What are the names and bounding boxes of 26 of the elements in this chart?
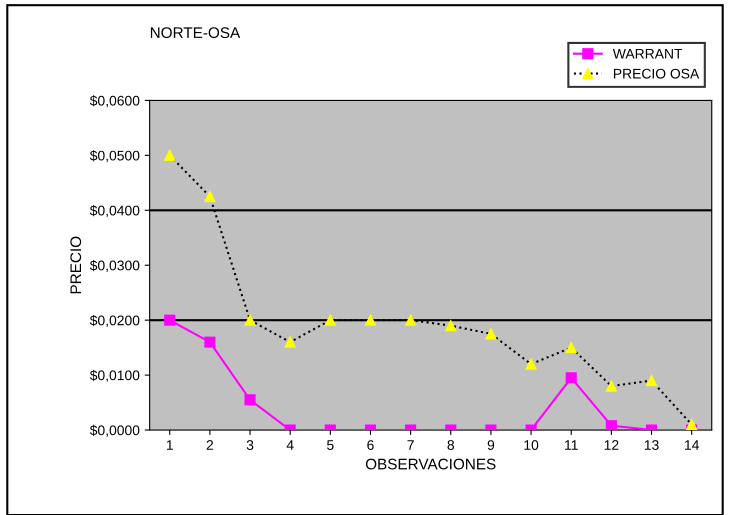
chart-title: NORTE-OSA bbox=[150, 27, 240, 38]
x-tick-label: 11 bbox=[565, 440, 578, 450]
legend-label: WARRANT bbox=[612, 49, 682, 59]
x-tick-label: 5 bbox=[327, 440, 334, 450]
x-tick-label: 3 bbox=[246, 440, 254, 450]
x-tick-label: 1 bbox=[166, 440, 173, 450]
x-tick-label: 14 bbox=[685, 440, 699, 450]
x-tick-label: 9 bbox=[488, 440, 494, 450]
x-tick-label: 10 bbox=[524, 440, 538, 450]
y-tick-label: $0,0400 bbox=[90, 205, 140, 218]
y-tick-label: $0,0500 bbox=[90, 150, 140, 162]
x-tick-label: 8 bbox=[448, 440, 454, 450]
x-tick-label: 7 bbox=[407, 440, 414, 450]
x-tick-label: 12 bbox=[604, 440, 618, 450]
y-tick-label: $0,0300 bbox=[90, 260, 140, 272]
x-tick-label: 6 bbox=[367, 440, 374, 450]
y-tick-label: $0,0600 bbox=[90, 95, 140, 108]
x-axis-title: OBSERVACIONES bbox=[366, 458, 496, 470]
y-tick-label: $0,0200 bbox=[90, 314, 140, 327]
x-tick-label: 13 bbox=[644, 440, 659, 450]
x-tick-label: 2 bbox=[206, 440, 214, 450]
y-axis-title: PRECIO bbox=[70, 236, 82, 294]
y-tick-label: $0,0000 bbox=[90, 424, 140, 437]
y-tick-label: $0,0100 bbox=[90, 370, 140, 382]
x-tick-label: 4 bbox=[286, 440, 294, 450]
legend-label: PRECIO OSA bbox=[614, 68, 700, 79]
